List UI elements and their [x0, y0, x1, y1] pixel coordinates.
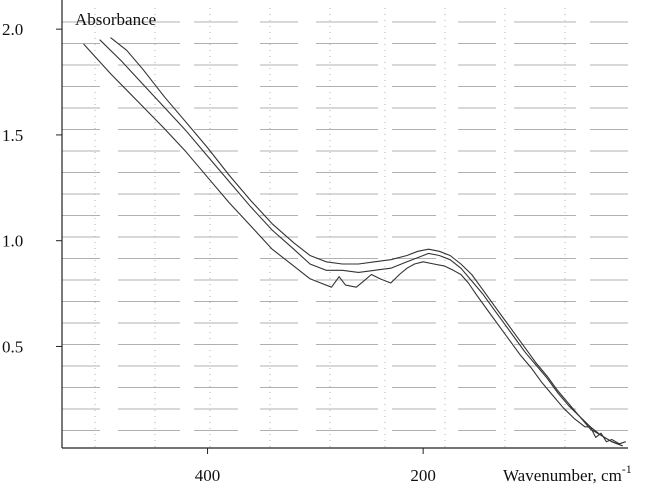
series-line-3	[110, 37, 623, 447]
y-axis-label: Absorbance	[75, 10, 156, 29]
chart-series	[83, 37, 626, 447]
series-line-1	[83, 43, 626, 445]
chart-grid	[62, 8, 628, 448]
y-tick-label: 2.0	[2, 20, 23, 39]
series-line-2	[99, 39, 623, 447]
y-tick-label: 0.5	[2, 337, 23, 356]
x-tick-label: 400	[195, 466, 221, 485]
axis-ticks: 2.0 1.5 1.0 0.5 400 200	[2, 20, 436, 485]
y-tick-label: 1.5	[2, 126, 23, 145]
x-axis-label: Wavenumber, cm-1	[503, 462, 632, 485]
y-tick-label: 1.0	[2, 232, 23, 251]
x-tick-label: 200	[410, 466, 436, 485]
